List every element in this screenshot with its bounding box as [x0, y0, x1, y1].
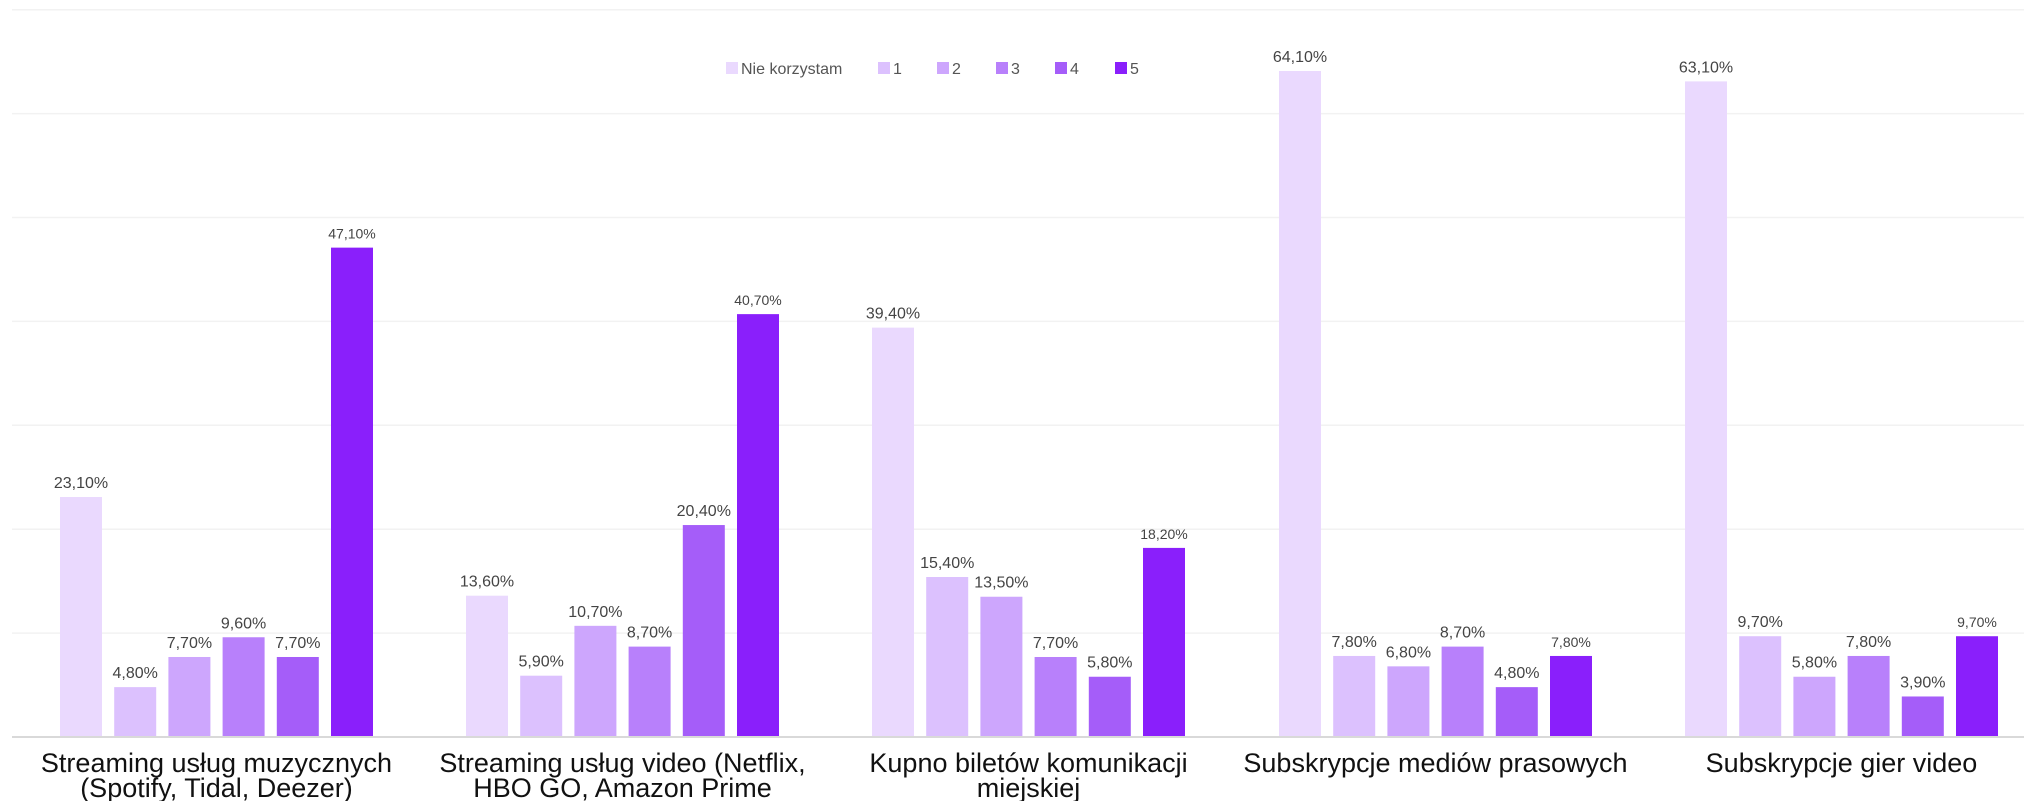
- bar-value-label: 39,40%: [866, 306, 920, 323]
- bar: [222, 637, 265, 737]
- bar-value-label: 4,80%: [1494, 665, 1539, 682]
- bar-value-label: 5,80%: [1087, 655, 1132, 672]
- bar-value-label: 4,80%: [113, 665, 158, 682]
- bar: [1495, 687, 1538, 737]
- bar: [926, 576, 969, 737]
- bar-value-label: 23,10%: [54, 475, 108, 492]
- bar-value-label: 64,10%: [1273, 49, 1327, 66]
- bar: [1739, 636, 1782, 737]
- bar-value-label: 18,20%: [1140, 526, 1187, 542]
- category-label: Kupno biletów komunikacji: [869, 748, 1187, 778]
- bar: [520, 675, 563, 737]
- legend-swatch: [937, 62, 949, 74]
- legend: Nie korzystam 1 2 3 4 5: [726, 61, 1139, 78]
- bar: [1333, 655, 1376, 737]
- bar-value-label: 9,70%: [1738, 614, 1783, 631]
- bar-value-label: 40,70%: [734, 292, 781, 308]
- bar-value-label: 5,90%: [519, 654, 564, 671]
- legend-label: 4: [1070, 61, 1079, 78]
- bar: [1387, 666, 1430, 737]
- bar: [1685, 81, 1727, 738]
- bar: [574, 625, 617, 737]
- bar-value-label: 9,70%: [1957, 614, 1997, 630]
- bar: [628, 646, 671, 737]
- bar: [276, 656, 319, 737]
- category-label: Streaming usług video (Netflix,: [439, 748, 805, 778]
- bar: [1793, 676, 1836, 737]
- category-label: miejskiej: [977, 773, 1081, 801]
- bar-value-label: 5,80%: [1792, 655, 1837, 672]
- bar-value-label: 13,50%: [974, 575, 1028, 592]
- legend-item: 5: [1115, 61, 1139, 78]
- bar: [1088, 676, 1131, 737]
- category-label: Subskrypcje mediów prasowych: [1243, 748, 1627, 778]
- bar-value-label: 6,80%: [1386, 644, 1431, 661]
- legend-label: Nie korzystam: [741, 61, 842, 78]
- category-label: (Spotify, Tidal, Deezer): [80, 773, 353, 801]
- bar-value-label: 8,70%: [1440, 625, 1485, 642]
- bar-value-label: 7,70%: [1033, 635, 1078, 652]
- bar-value-label: 7,80%: [1551, 634, 1591, 650]
- bar: [980, 596, 1023, 737]
- bar-value-label: 7,70%: [275, 635, 320, 652]
- bar: [331, 247, 373, 738]
- bar: [1034, 656, 1077, 737]
- value-labels: 23,10% 13,60% 39,40% 64,10% 63,10% 4,80% 5,90%…: [54, 49, 1997, 691]
- legend-item: 4: [1055, 61, 1079, 78]
- bar: [1441, 646, 1484, 737]
- bar-value-label: 7,80%: [1846, 634, 1891, 651]
- legend-label: 2: [952, 61, 961, 78]
- bar: [1847, 655, 1890, 737]
- legend-swatch: [996, 62, 1008, 74]
- category-label: Subskrypcje gier video: [1706, 748, 1978, 778]
- bar: [1901, 696, 1944, 737]
- bar: [1550, 655, 1592, 737]
- bar-value-label: 63,10%: [1679, 59, 1733, 76]
- bar: [1956, 636, 1998, 737]
- bar-value-label: 10,70%: [568, 604, 622, 621]
- bar-value-label: 9,60%: [221, 615, 266, 632]
- legend-item: 3: [996, 61, 1020, 78]
- category-labels: Streaming usług muzycznych(Spotify, Tida…: [41, 748, 1977, 801]
- legend-item: Nie korzystam: [726, 61, 842, 78]
- bar: [114, 687, 157, 737]
- legend-swatch: [1055, 62, 1067, 74]
- bar-value-label: 15,40%: [920, 555, 974, 572]
- legend-item: 2: [937, 61, 961, 78]
- category-label: Streaming usług muzycznych: [41, 748, 392, 778]
- bar-value-label: 47,10%: [328, 226, 375, 242]
- legend-label: 5: [1130, 61, 1139, 78]
- bar-value-label: 3,90%: [1900, 674, 1945, 691]
- legend-swatch: [878, 62, 890, 74]
- legend-swatch: [1115, 62, 1127, 74]
- category-label: HBO GO, Amazon Prime: [473, 773, 772, 801]
- bar: [168, 656, 211, 737]
- bar: [1279, 71, 1321, 738]
- bar-value-label: 20,40%: [677, 503, 731, 520]
- legend-label: 3: [1011, 61, 1020, 78]
- legend-label: 1: [893, 61, 902, 78]
- bar: [682, 525, 725, 737]
- legend-swatch: [726, 62, 738, 74]
- bar: [60, 496, 102, 737]
- bar: [737, 314, 779, 737]
- bar-value-label: 13,60%: [460, 574, 514, 591]
- bar: [1143, 547, 1185, 737]
- bars: [60, 71, 1998, 738]
- legend-item: 1: [878, 61, 902, 78]
- bar-value-label: 7,70%: [167, 635, 212, 652]
- bar: [466, 595, 508, 737]
- bar-value-label: 8,70%: [627, 625, 672, 642]
- bar: [872, 327, 914, 737]
- bar-value-label: 7,80%: [1332, 634, 1377, 651]
